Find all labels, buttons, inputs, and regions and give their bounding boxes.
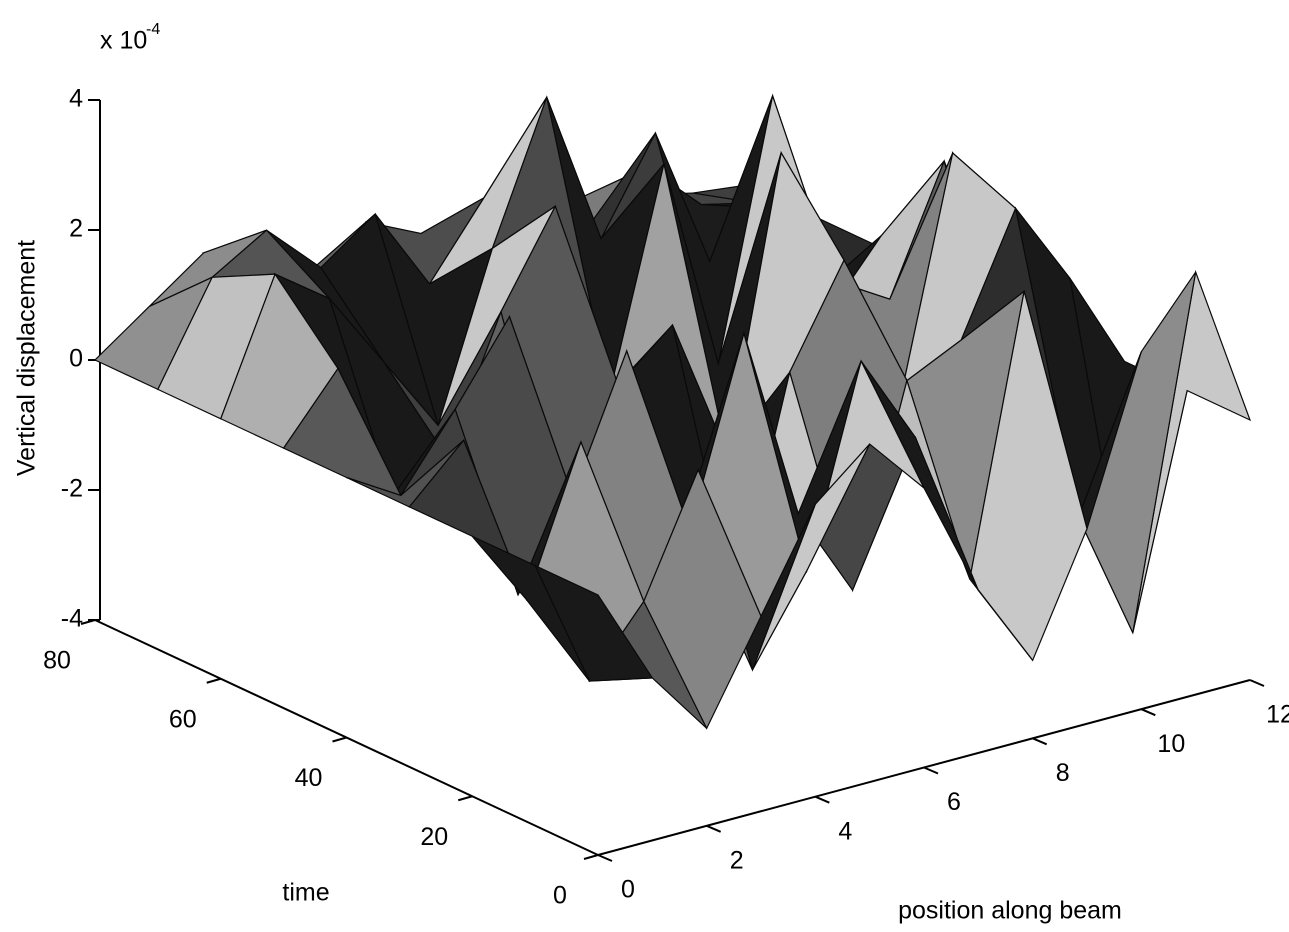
z-tick-label: -2 — [61, 475, 83, 503]
y-tick-label: 20 — [420, 823, 448, 851]
x-tick — [923, 766, 939, 775]
y-tick-label: 80 — [43, 647, 71, 675]
x-tick — [1249, 679, 1265, 687]
y-tick-label: 0 — [553, 882, 567, 910]
y-tick — [332, 736, 347, 743]
x-tick-label: 10 — [1157, 730, 1185, 758]
x-tick-label: 12 — [1266, 701, 1289, 729]
x-axis-label: position along beam — [898, 897, 1122, 925]
x-tick-label: 8 — [1056, 759, 1070, 787]
x-tick-label: 2 — [730, 846, 744, 874]
z-multiplier-exponent: -4 — [146, 21, 160, 38]
z-tick-label: 2 — [69, 215, 83, 243]
x-tick — [814, 795, 830, 804]
surface-patch — [533, 564, 654, 682]
x-tick — [1140, 708, 1156, 717]
z-multiplier: x 10 — [100, 27, 147, 55]
z-axis-label: Vertical displacement — [13, 240, 41, 476]
z-tick-label: 0 — [69, 345, 83, 373]
z-tick-label: 4 — [69, 85, 83, 113]
x-tick-label: 4 — [838, 817, 852, 845]
x-tick — [597, 854, 613, 862]
y-tick — [583, 854, 599, 860]
x-tick — [1032, 737, 1048, 746]
x-tick-label: 0 — [621, 876, 635, 904]
y-tick — [206, 677, 222, 684]
y-tick — [457, 795, 473, 802]
y-tick-label: 60 — [169, 705, 197, 733]
y-axis-label: time — [282, 879, 329, 907]
x-tick — [706, 824, 722, 833]
x-tick-label: 6 — [947, 788, 961, 816]
y-tick-label: 40 — [295, 764, 323, 792]
z-tick-label: -4 — [61, 605, 83, 633]
